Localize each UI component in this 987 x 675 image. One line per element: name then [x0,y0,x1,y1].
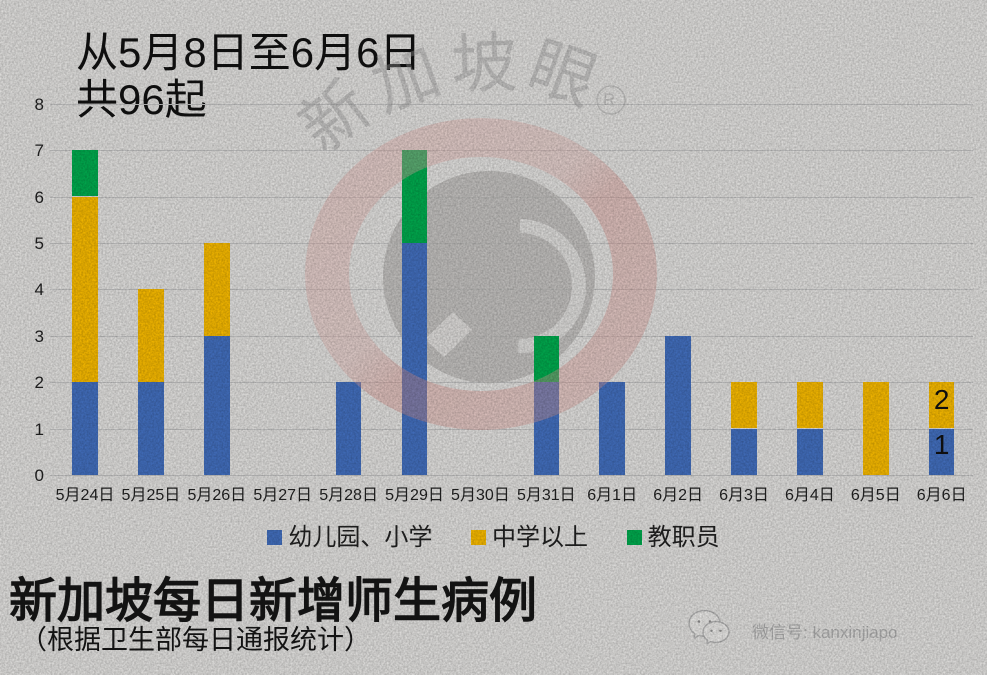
svg-text:坡: 坡 [450,26,519,102]
svg-text:新: 新 [286,67,384,166]
svg-text:R: R [603,90,615,109]
svg-text:眼: 眼 [519,28,606,120]
